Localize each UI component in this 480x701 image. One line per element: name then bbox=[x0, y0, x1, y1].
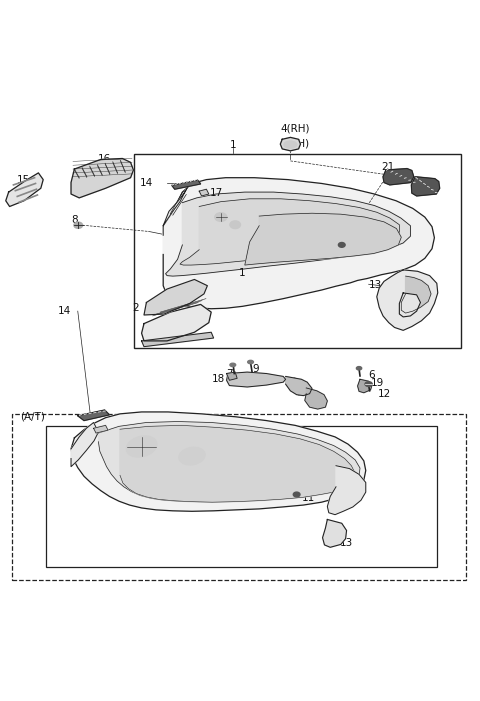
Polygon shape bbox=[323, 519, 347, 547]
Polygon shape bbox=[227, 372, 286, 387]
Polygon shape bbox=[172, 180, 201, 189]
Polygon shape bbox=[142, 304, 211, 341]
Polygon shape bbox=[383, 168, 414, 185]
Text: 5: 5 bbox=[289, 376, 296, 387]
Polygon shape bbox=[163, 177, 434, 308]
Text: (A/T): (A/T) bbox=[20, 411, 45, 422]
Text: 7: 7 bbox=[226, 369, 233, 379]
Polygon shape bbox=[180, 199, 399, 265]
Polygon shape bbox=[6, 173, 43, 207]
Polygon shape bbox=[71, 158, 133, 198]
Polygon shape bbox=[411, 177, 440, 196]
Polygon shape bbox=[327, 465, 366, 515]
Text: 1: 1 bbox=[239, 268, 246, 278]
Ellipse shape bbox=[338, 243, 345, 247]
Polygon shape bbox=[166, 192, 410, 276]
Text: 11: 11 bbox=[301, 494, 315, 503]
Ellipse shape bbox=[293, 492, 300, 497]
Text: 20: 20 bbox=[421, 179, 434, 189]
Text: 4(RH): 4(RH) bbox=[280, 123, 310, 133]
Ellipse shape bbox=[74, 222, 83, 229]
Bar bbox=[46, 426, 437, 568]
Polygon shape bbox=[245, 213, 401, 265]
Text: 3(LH): 3(LH) bbox=[281, 138, 309, 148]
Text: 11: 11 bbox=[330, 231, 344, 240]
Ellipse shape bbox=[230, 221, 240, 229]
Polygon shape bbox=[94, 426, 108, 433]
Polygon shape bbox=[71, 423, 98, 467]
Text: 14: 14 bbox=[58, 306, 71, 316]
Ellipse shape bbox=[179, 447, 205, 465]
Polygon shape bbox=[401, 276, 431, 313]
Text: 13: 13 bbox=[369, 280, 382, 290]
Polygon shape bbox=[144, 280, 207, 315]
Polygon shape bbox=[305, 388, 327, 409]
Ellipse shape bbox=[248, 360, 253, 364]
Polygon shape bbox=[399, 293, 420, 317]
Polygon shape bbox=[199, 189, 209, 196]
Ellipse shape bbox=[215, 212, 227, 222]
Polygon shape bbox=[78, 410, 109, 421]
Polygon shape bbox=[163, 184, 190, 236]
Polygon shape bbox=[98, 421, 360, 502]
Ellipse shape bbox=[230, 363, 236, 367]
Text: 19: 19 bbox=[371, 378, 384, 388]
Text: 6: 6 bbox=[369, 370, 375, 381]
Text: 8: 8 bbox=[71, 215, 78, 225]
Text: 14: 14 bbox=[139, 179, 153, 189]
Text: 12: 12 bbox=[378, 388, 391, 399]
Bar bbox=[134, 154, 461, 348]
Polygon shape bbox=[280, 137, 300, 151]
Text: 2: 2 bbox=[132, 304, 139, 313]
Polygon shape bbox=[377, 270, 438, 330]
Text: 17: 17 bbox=[210, 188, 224, 198]
Ellipse shape bbox=[356, 367, 362, 370]
Text: 18: 18 bbox=[211, 374, 225, 384]
Ellipse shape bbox=[365, 382, 372, 386]
Text: 13: 13 bbox=[340, 538, 353, 547]
Polygon shape bbox=[120, 426, 355, 502]
Polygon shape bbox=[286, 376, 312, 395]
Text: 1: 1 bbox=[229, 140, 236, 150]
Ellipse shape bbox=[284, 141, 297, 149]
Bar bbox=[12, 414, 466, 580]
Polygon shape bbox=[142, 332, 214, 347]
Text: 15: 15 bbox=[17, 175, 30, 185]
Text: 21: 21 bbox=[382, 162, 395, 172]
Ellipse shape bbox=[126, 436, 157, 457]
Text: 10: 10 bbox=[297, 388, 310, 397]
Polygon shape bbox=[227, 372, 237, 380]
Polygon shape bbox=[71, 412, 366, 511]
Polygon shape bbox=[358, 379, 372, 393]
Text: 9: 9 bbox=[252, 365, 259, 374]
Text: 16: 16 bbox=[98, 154, 111, 165]
